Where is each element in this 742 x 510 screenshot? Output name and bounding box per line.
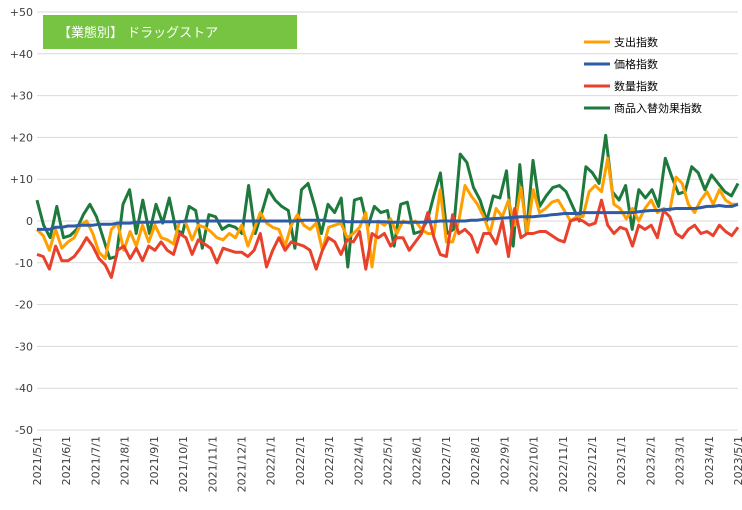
x-tick-label: 2021/12/1 <box>235 436 248 492</box>
legend-label: 数量指数 <box>614 79 658 93</box>
x-tick-label: 2022/7/1 <box>440 436 453 485</box>
chart-title-box: 【業態別】 ドラッグストア <box>43 15 297 49</box>
chart-title: 【業態別】 ドラッグストア <box>58 25 218 41</box>
y-tick-label: -10 <box>15 257 33 270</box>
x-tick-label: 2021/5/1 <box>31 436 44 485</box>
y-tick-label: -50 <box>15 424 33 437</box>
x-tick-label: 2022/10/1 <box>528 436 541 492</box>
y-tick-label: -30 <box>15 340 33 353</box>
x-tick-label: 2021/8/1 <box>119 436 132 485</box>
x-tick-label: 2022/12/1 <box>586 436 599 492</box>
series-line-3 <box>35 133 740 269</box>
y-axis-tick-labels: +50 +40 +30 +20 +10 0 -10 -20 -30 -40 -50 <box>10 6 33 437</box>
x-tick-label: 2022/5/1 <box>382 436 395 485</box>
x-tick-label: 2022/4/1 <box>352 436 365 485</box>
x-tick-label: 2021/11/1 <box>206 436 219 492</box>
x-tick-label: 2022/1/1 <box>265 436 278 485</box>
x-tick-label: 2023/4/1 <box>703 436 716 485</box>
y-tick-label: +20 <box>10 131 33 144</box>
x-tick-label: 2023/2/1 <box>644 436 657 485</box>
x-tick-label: 2023/3/1 <box>674 436 687 485</box>
legend-label: 支出指数 <box>614 35 658 49</box>
x-tick-label: 2023/5/1 <box>732 436 742 485</box>
x-tick-label: 2022/9/1 <box>498 436 511 485</box>
x-tick-label: 2021/6/1 <box>60 436 73 485</box>
legend-label: 商品入替効果指数 <box>614 101 702 115</box>
y-tick-label: -20 <box>15 299 33 312</box>
y-tick-label: +10 <box>10 173 33 186</box>
x-tick-label: 2022/11/1 <box>557 436 570 492</box>
x-axis-tick-labels: 2021/5/1 2021/6/1 2021/7/1 2021/8/1 2021/9/1… <box>31 436 742 492</box>
y-tick-label: 0 <box>26 215 33 228</box>
x-tick-label: 2021/10/1 <box>177 436 190 492</box>
x-tick-label: 2021/9/1 <box>148 436 161 485</box>
series-lines <box>35 133 740 279</box>
series-line-1 <box>37 202 739 231</box>
y-tick-label: -40 <box>15 382 33 395</box>
x-tick-label: 2022/3/1 <box>323 436 336 485</box>
series-line-2 <box>36 198 740 279</box>
x-tick-label: 2023/1/1 <box>615 436 628 485</box>
x-tick-label: 2021/7/1 <box>89 436 102 485</box>
x-tick-label: 2022/8/1 <box>469 436 482 485</box>
x-tick-label: 2022/2/1 <box>294 436 307 485</box>
x-tick-label: 2022/6/1 <box>411 436 424 485</box>
y-tick-label: +30 <box>10 90 33 103</box>
legend-label: 価格指数 <box>614 57 658 71</box>
chart-title-background <box>43 15 297 49</box>
y-tick-label: +40 <box>10 48 33 61</box>
y-tick-label: +50 <box>10 6 33 19</box>
